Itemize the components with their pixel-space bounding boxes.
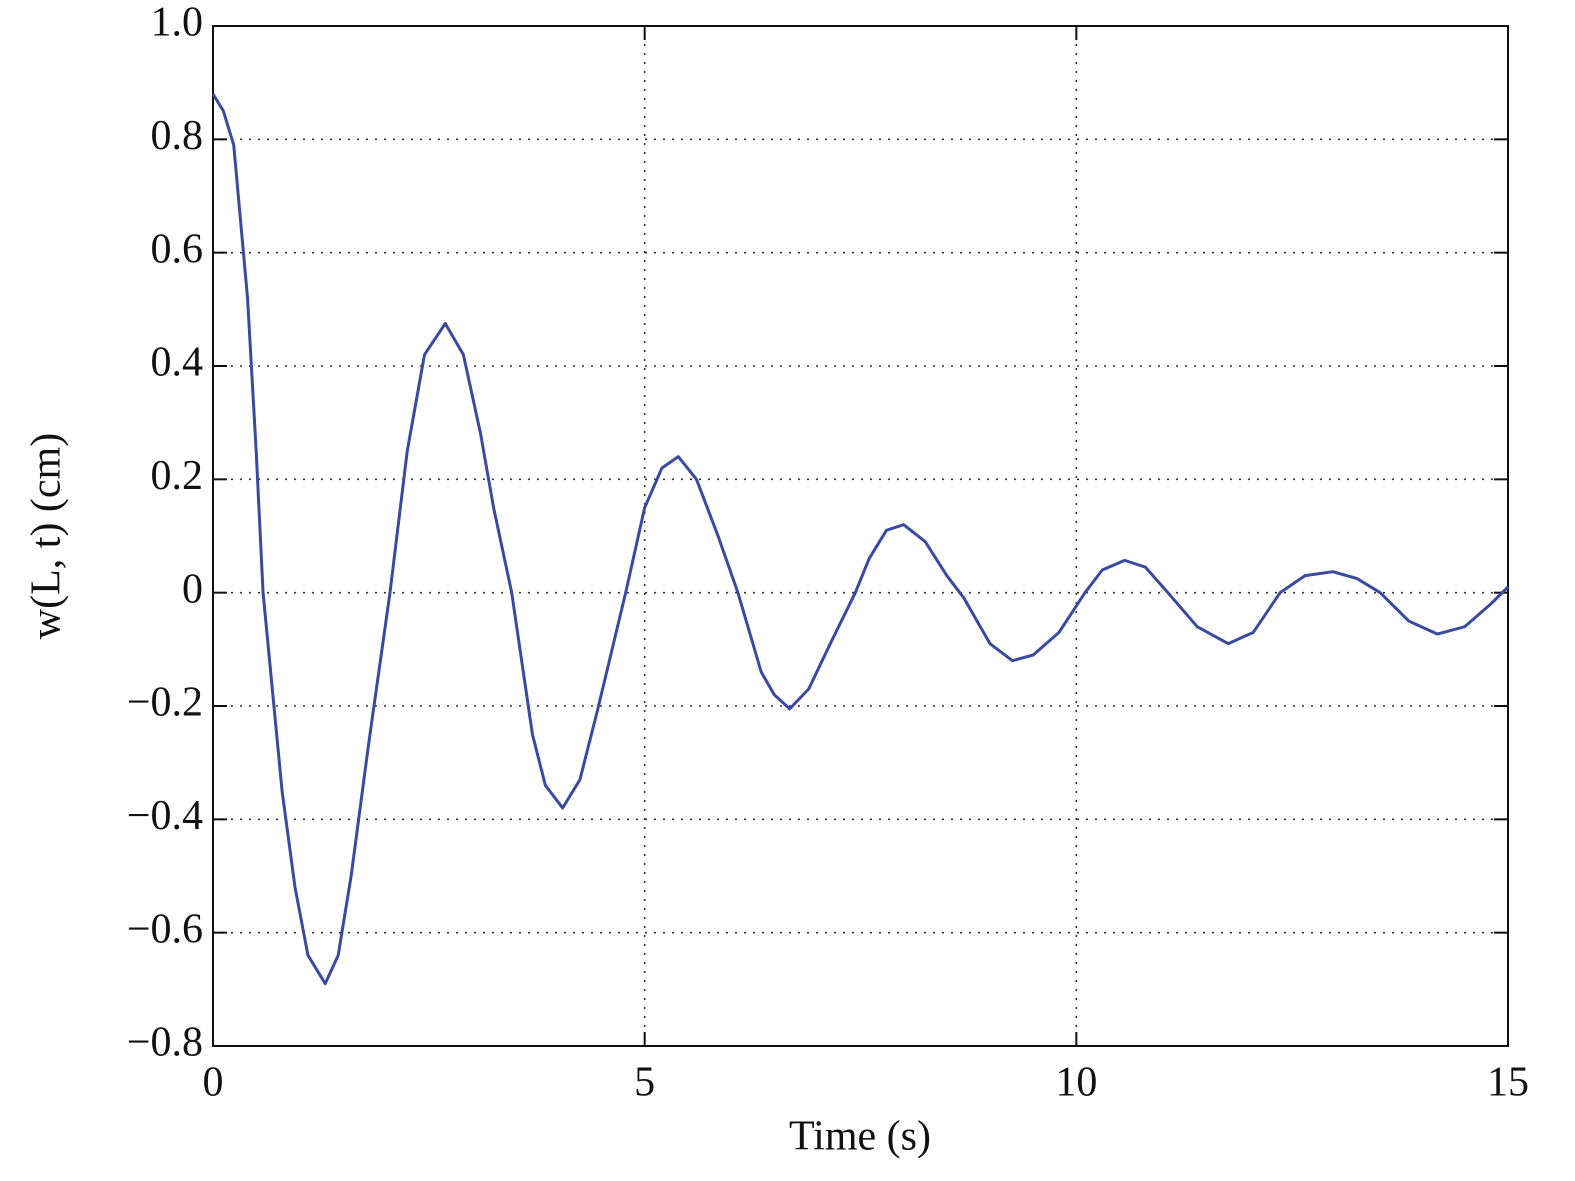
y-axis-label: w(L, t) (cm) (24, 433, 70, 639)
x-tick-label: 15 (1487, 1060, 1529, 1106)
y-tick-label: 0.2 (151, 453, 204, 499)
y-tick-label: 0.6 (151, 226, 204, 272)
plot-frame (212, 25, 1509, 1047)
x-tick-label: 10 (1055, 1060, 1097, 1106)
x-tick-label: 5 (634, 1060, 655, 1106)
y-tick-label: 0.8 (151, 113, 204, 159)
y-tick-label: −0.6 (127, 906, 203, 952)
y-tick-label: −0.8 (127, 1020, 203, 1066)
y-tick-label: 1.0 (151, 0, 204, 46)
x-tick-label: 0 (203, 1060, 224, 1106)
x-axis-label: Time (s) (789, 1114, 931, 1160)
data-line (211, 93, 1510, 986)
y-tick-label: −0.4 (127, 793, 203, 839)
y-tick-label: −0.2 (127, 680, 203, 726)
y-tick-label: 0.4 (151, 340, 204, 386)
y-tick-label: 0 (182, 566, 203, 612)
